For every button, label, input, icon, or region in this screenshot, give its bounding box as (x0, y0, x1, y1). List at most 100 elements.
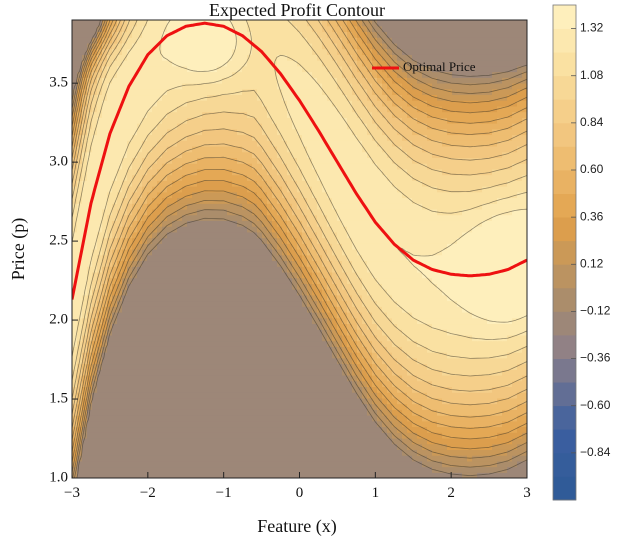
contour-cell (182, 357, 188, 365)
contour-cell (262, 243, 268, 250)
contour-cell (147, 420, 153, 428)
contour-cell (192, 254, 198, 262)
contour-cell (292, 214, 298, 221)
contour-cell (242, 260, 248, 267)
contour-cell (117, 437, 123, 445)
contour-cell (272, 374, 278, 382)
contour-cell (477, 163, 483, 170)
contour-cell (357, 397, 363, 405)
contour-cell (422, 186, 428, 193)
contour-cell (452, 289, 458, 296)
contour-cell (407, 197, 413, 204)
contour-cell (417, 203, 423, 210)
contour-cell (122, 409, 128, 416)
contour-cell (392, 174, 398, 181)
contour-cell (232, 220, 238, 227)
contour-cell (362, 415, 368, 422)
contour-cell (267, 317, 273, 325)
contour-cell (267, 403, 273, 410)
contour-cell (217, 237, 223, 244)
contour-cell (357, 455, 363, 462)
contour-cell (312, 271, 318, 279)
contour-cell (172, 329, 178, 336)
contour-cell (172, 214, 178, 221)
contour-cell (237, 346, 243, 353)
contour-cell (127, 357, 133, 365)
contour-cell (247, 460, 253, 468)
contour-cell (292, 180, 298, 187)
contour-cell (397, 283, 403, 290)
contour-cell (342, 432, 348, 439)
contour-cell (282, 226, 288, 233)
contour-cell (377, 237, 383, 244)
contour-cell (192, 449, 198, 456)
contour-cell (247, 392, 253, 399)
contour-cell (242, 437, 248, 445)
contour-cell (337, 380, 343, 387)
contour-cell (252, 409, 258, 416)
contour-cell (507, 306, 513, 313)
contour-cell (192, 397, 198, 405)
contour-cell (207, 340, 213, 347)
contour-cell (287, 214, 293, 221)
contour-cell (87, 271, 93, 279)
contour-cell (377, 289, 383, 296)
contour-cell (277, 323, 283, 330)
contour-cell (212, 271, 218, 279)
contour-cell (377, 443, 383, 450)
contour-cell (387, 289, 393, 296)
contour-cell (337, 432, 343, 439)
contour-cell (162, 363, 168, 370)
contour-cell (212, 300, 218, 307)
contour-cell (302, 466, 308, 473)
contour-cell (487, 346, 493, 353)
contour-cell (442, 277, 448, 284)
contour-cell (482, 323, 488, 330)
contour-cell (272, 237, 278, 244)
contour-cell (327, 420, 333, 428)
contour-cell (122, 352, 128, 359)
contour-cell (257, 163, 263, 170)
contour-cell (257, 380, 263, 387)
contour-cell (522, 208, 527, 216)
contour-cell (342, 455, 348, 462)
contour-cell (247, 443, 253, 450)
contour-cell (147, 243, 153, 250)
contour-cell (492, 174, 498, 181)
contour-cell (132, 380, 138, 387)
contour-cell (457, 380, 463, 387)
contour-cell (72, 208, 78, 216)
contour-cell (387, 311, 393, 319)
contour-cell (362, 243, 368, 250)
contour-cell (492, 369, 498, 376)
contour-cell (272, 289, 278, 296)
contour-cell (72, 271, 78, 279)
contour-cell (437, 437, 443, 445)
contour-cell (287, 357, 293, 365)
contour-cell (217, 449, 223, 456)
contour-cell (467, 168, 473, 176)
contour-cell (242, 237, 248, 244)
contour-cell (412, 220, 418, 227)
contour-cell (327, 392, 333, 399)
contour-cell (447, 455, 453, 462)
contour-cell (462, 186, 468, 193)
contour-cell (522, 472, 527, 478)
contour-cell (102, 203, 108, 210)
contour-cell (517, 231, 523, 239)
contour-cell (367, 174, 373, 181)
contour-cell (467, 277, 473, 284)
contour-cell (242, 363, 248, 370)
contour-cell (87, 180, 93, 187)
contour-cell (352, 415, 358, 422)
contour-cell (507, 437, 513, 445)
contour-cell (392, 340, 398, 347)
contour-cell (182, 374, 188, 382)
contour-cell (437, 243, 443, 250)
contour-cell (232, 334, 238, 342)
contour-cell (487, 208, 493, 216)
contour-cell (317, 409, 323, 416)
contour-cell (272, 363, 278, 370)
contour-cell (262, 415, 268, 422)
contour-cell (442, 289, 448, 296)
